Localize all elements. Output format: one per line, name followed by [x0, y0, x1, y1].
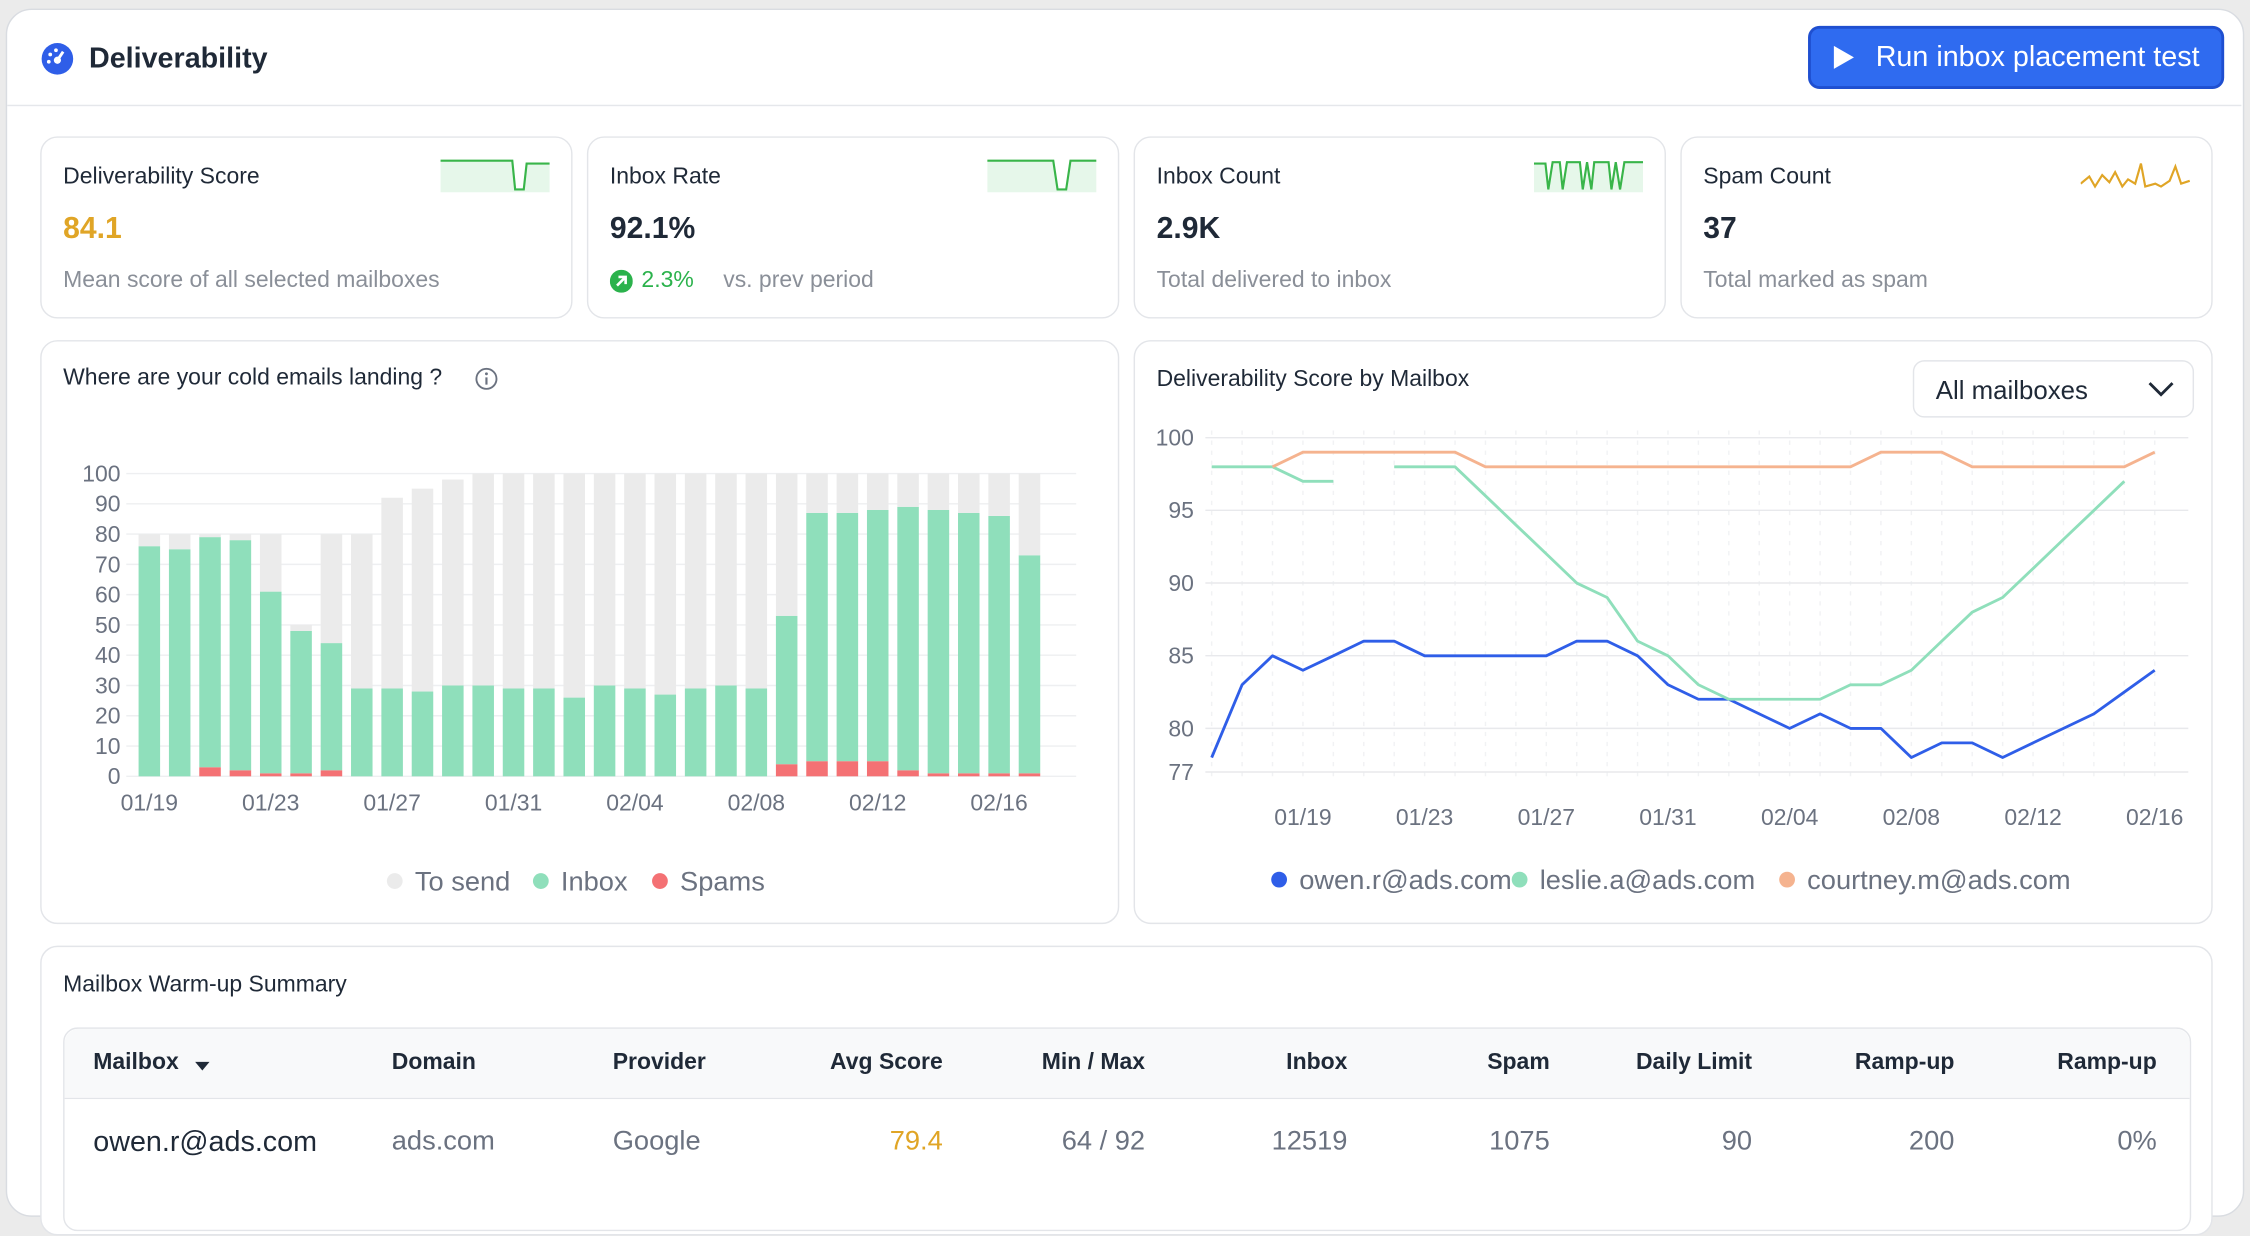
table-cell: owen.r@ads.com	[93, 1126, 318, 1159]
kpi-card: Inbox Count 2.9K Total delivered to inbo…	[1133, 136, 1666, 319]
kpi-card: Deliverability Score 84.1 Mean score of …	[40, 136, 573, 319]
table-header	[64, 1028, 2190, 1100]
page: {"header":{"title":"Deliverability","but…	[5, 8, 2245, 1236]
kpi-label: Spam Count	[1703, 165, 1831, 190]
kpi-label: Inbox Rate	[609, 165, 721, 190]
kpi-note: Total marked as spam	[1703, 268, 1928, 293]
info-icon	[475, 367, 498, 390]
table-cell: Ramp-up	[2057, 1050, 2157, 1075]
chart-card: Where are your cold emails landing ?	[40, 340, 1120, 925]
dropdown-label: All mailboxes	[1935, 375, 2088, 405]
kpi-card: Spam Count 37 Total marked as spam	[1680, 136, 2213, 319]
dashboard: Deliverability Run inbox placement test …	[5, 8, 2245, 1236]
mailbox-dropdown[interactable]: All mailboxes	[1912, 360, 2195, 418]
table-cell: Mailbox	[93, 1050, 179, 1075]
table-cell: 1075	[1489, 1126, 1550, 1157]
kpi-card: Inbox Rate 92.1% 2.3% vs. prev period	[586, 136, 1120, 319]
table-cell: 12519	[1271, 1126, 1348, 1157]
table-cell: 79.4	[889, 1126, 943, 1157]
up-icon	[609, 269, 633, 293]
chart-card: Deliverability Score by Mailbox All mail…	[1133, 340, 2213, 925]
play-icon	[1834, 45, 1855, 69]
table-card: Mailbox Warm-up Summary Mailbox Domain Pro…	[40, 945, 2213, 1236]
table-cell: Avg Score	[830, 1050, 943, 1075]
table-cell: Google	[612, 1126, 701, 1157]
kpi-value: 84.1	[63, 212, 122, 246]
table-cell: Domain	[391, 1050, 476, 1075]
chart-title: Deliverability Score by Mailbox	[1156, 367, 1470, 392]
kpi-label: Deliverability Score	[63, 165, 260, 190]
table-cell: Daily Limit	[1635, 1050, 1753, 1075]
kpi-note: vs. prev period	[723, 268, 874, 293]
sparkline	[1533, 161, 1644, 193]
table-cell: 64 / 92	[1061, 1126, 1146, 1157]
table-cell: 90	[1721, 1126, 1753, 1157]
kpi-value: 92.1%	[609, 212, 696, 246]
table-cell: 200	[1908, 1126, 1955, 1157]
table-cell: Spam	[1487, 1050, 1550, 1075]
table-cell: Provider	[612, 1050, 706, 1075]
chevron	[2148, 382, 2174, 397]
table-cell: 0%	[2117, 1126, 2157, 1157]
table-cell: Ramp-up	[1854, 1050, 1955, 1075]
kpi-note: Mean score of all selected mailboxes	[63, 268, 440, 293]
sort-icon[interactable]	[194, 1060, 211, 1071]
button-label: Run inbox placement test	[1875, 40, 2200, 73]
table: Mailbox Domain Provider Avg Score Min / Max I…	[63, 1027, 2192, 1232]
gauge-icon	[41, 43, 74, 75]
kpi-note: Total delivered to inbox	[1156, 268, 1392, 293]
kpi-value: 2.9K	[1156, 212, 1221, 246]
sparkline	[440, 159, 550, 193]
table-cell: Inbox	[1286, 1050, 1348, 1075]
divider	[7, 104, 2242, 107]
table-title: Mailbox Warm-up Summary	[63, 972, 347, 998]
table-cell: ads.com	[391, 1126, 495, 1157]
kpi-change: 2.3%	[641, 268, 694, 293]
chart-title: Where are your cold emails landing ?	[63, 365, 443, 391]
sparkline	[987, 159, 1097, 193]
kpi-value: 37	[1703, 212, 1737, 246]
sparkline	[2080, 163, 2191, 189]
table-cell: Min / Max	[1041, 1050, 1146, 1075]
run-test-button[interactable]: Run inbox placement test	[1808, 25, 2225, 89]
page-title: Deliverability	[88, 43, 268, 75]
kpi-label: Inbox Count	[1156, 165, 1281, 190]
